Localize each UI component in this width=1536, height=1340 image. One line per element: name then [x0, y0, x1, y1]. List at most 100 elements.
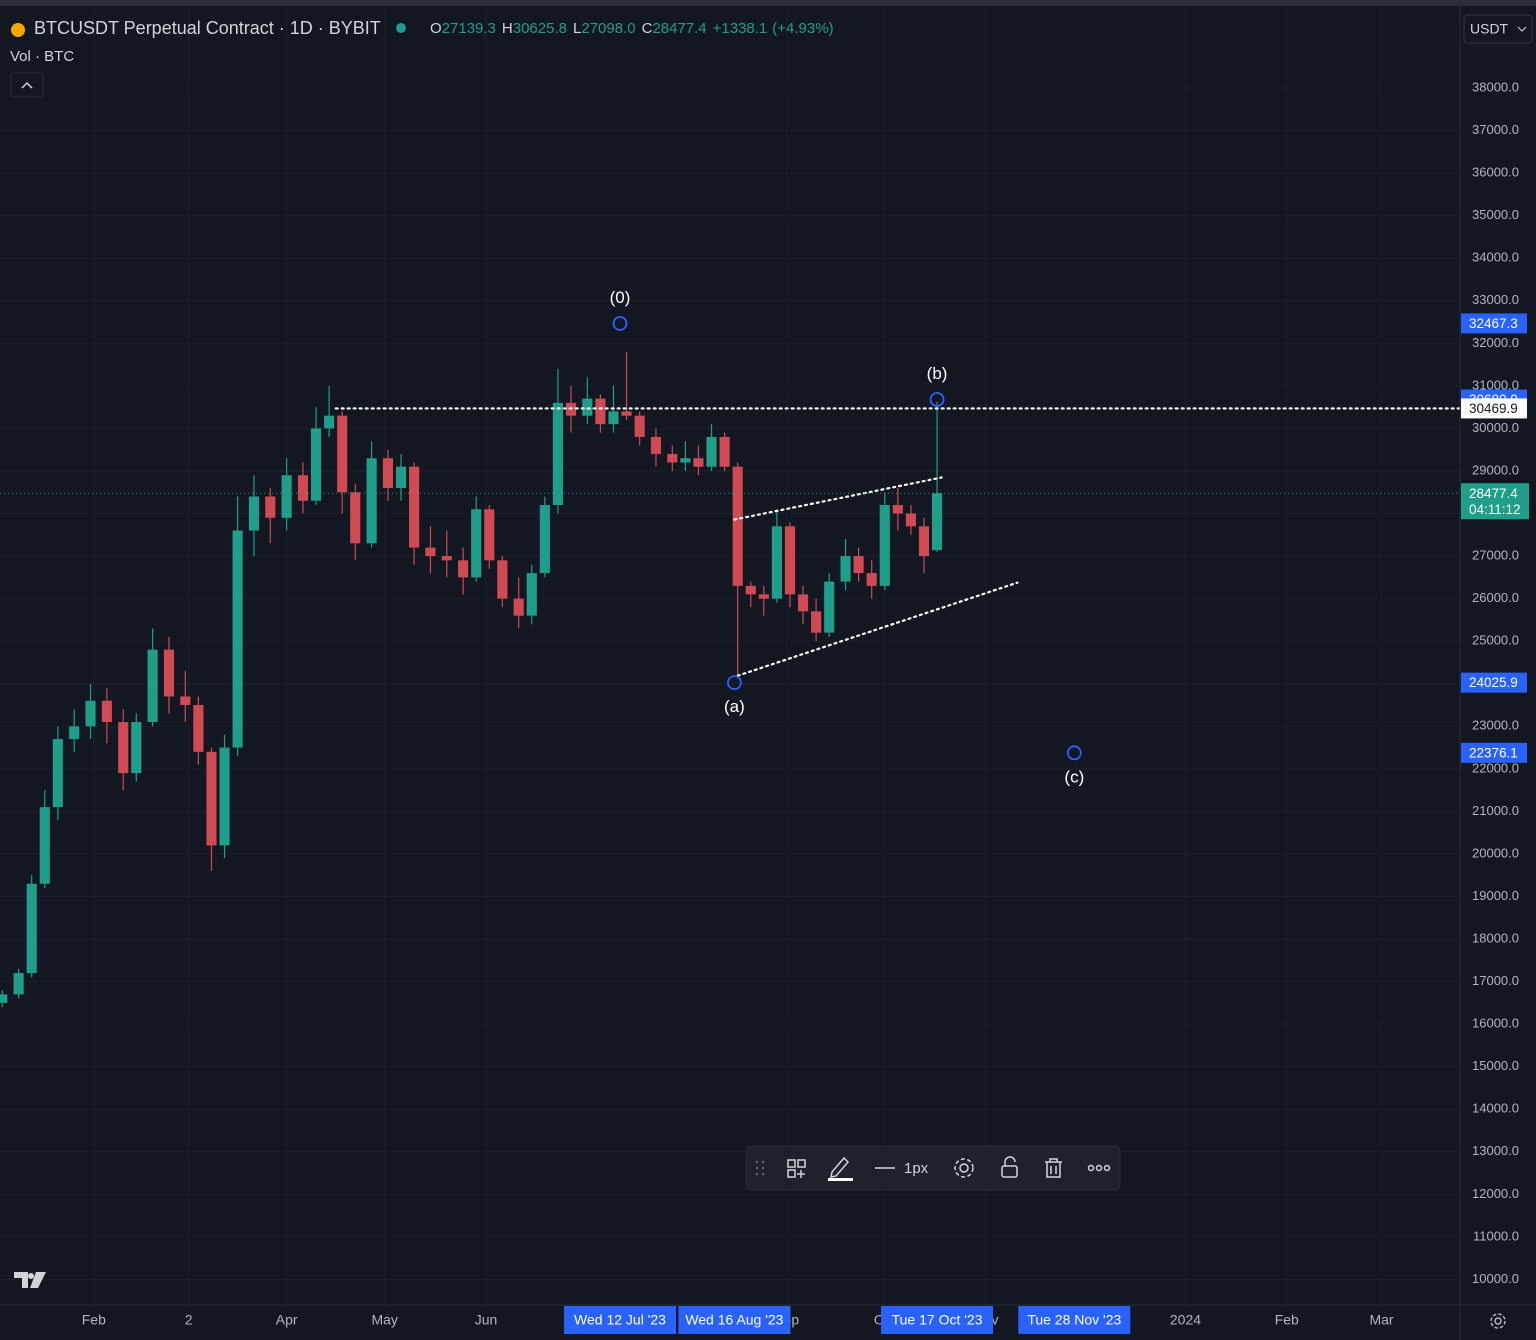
y-tick-label: 26000.0: [1472, 590, 1519, 605]
candle-body: [350, 492, 361, 544]
candle-body: [425, 547, 436, 557]
price-label-box: [1461, 672, 1527, 693]
candle-body: [621, 411, 632, 416]
candle-body: [840, 556, 851, 582]
candle-body: [26, 883, 37, 974]
candle-body: [206, 751, 217, 846]
level-label-box: [1461, 398, 1527, 419]
y-tick-label: 16000.0: [1472, 1016, 1519, 1031]
date-label-box: [564, 1306, 677, 1334]
currency-caret: [1517, 26, 1527, 32]
y-tick-label: 35000.0: [1472, 207, 1519, 222]
wave-point: [727, 675, 742, 691]
change: +1338.1: [713, 20, 768, 37]
candle-body: [85, 700, 96, 727]
candle-body: [219, 747, 230, 846]
candle-body: [905, 513, 916, 527]
templates-button[interactable]: [787, 1159, 806, 1178]
candle-body: [248, 496, 260, 531]
x-tick-label: Feb: [82, 1312, 106, 1328]
candle-body: [918, 526, 930, 557]
price-label-box: [1461, 313, 1527, 334]
y-tick-label: 22000.0: [1472, 760, 1519, 775]
candle-body: [52, 739, 63, 808]
x-tick-label: 2: [185, 1312, 193, 1328]
candle-body: [281, 475, 292, 518]
y-tick-label: 33000.0: [1472, 292, 1519, 307]
lock-button[interactable]: [1001, 1156, 1018, 1178]
ohlc-key: H: [502, 20, 513, 37]
candle-body: [824, 581, 835, 633]
ohlc-legend: O27139.3 H30625.8 L27098.0 C28477.4 +1338.1(…: [430, 20, 834, 37]
candle-body: [608, 411, 619, 425]
candle-body: [180, 696, 191, 706]
candle-body: [582, 398, 593, 416]
ohlc-value: 27139.3: [442, 20, 496, 37]
y-tick-label: 37000.0: [1472, 122, 1519, 137]
candle-body: [931, 493, 943, 551]
wave-point: [929, 392, 945, 407]
y-tick-label: 38000.0: [1472, 79, 1519, 94]
toolbar-panel: [745, 1145, 1121, 1191]
wave-label: (0): [610, 288, 631, 307]
date-label-box: [678, 1306, 791, 1334]
candle-body: [265, 496, 276, 518]
candle-body: [784, 526, 796, 595]
trend-line: [736, 581, 1019, 677]
candle-body: [147, 649, 158, 723]
y-tick-label: 15000.0: [1472, 1058, 1519, 1073]
trend-line: [733, 476, 943, 521]
currency-select[interactable]: [1463, 14, 1533, 44]
candle-body: [811, 611, 822, 633]
drag-handle[interactable]: [755, 1160, 765, 1176]
market-status: [396, 23, 406, 33]
candle-body: [706, 436, 717, 467]
drawing-toolbar: 1px: [745, 1145, 1121, 1191]
candle-body: [719, 436, 730, 467]
settings-icon[interactable]: [1490, 1313, 1506, 1329]
candle-body: [0, 994, 8, 1003]
y-tick-label: 21000.0: [1472, 803, 1519, 818]
y-tick-label: 29000.0: [1472, 462, 1519, 477]
ohlc-key: O: [430, 20, 442, 37]
color-button[interactable]: [828, 1156, 853, 1181]
y-tick-label: 34000.0: [1472, 250, 1519, 265]
y-tick-label: 18000.0: [1472, 930, 1519, 945]
header: BTCUSDT Perpetual Contract · 1D · BYBIT …: [10, 14, 1533, 98]
ohlc-value: 27098.0: [581, 20, 635, 37]
wave-point: [612, 316, 628, 331]
y-tick-label: 27000.0: [1472, 548, 1519, 563]
candle-body: [441, 556, 452, 561]
candle-body: [513, 598, 524, 616]
y-tick-label: 25000.0: [1472, 633, 1519, 648]
candle-body: [758, 594, 769, 599]
candle-body: [409, 466, 420, 548]
candle-body: [892, 505, 903, 514]
y-tick-label: 14000.0: [1472, 1101, 1519, 1116]
delete-button[interactable]: [1045, 1158, 1062, 1178]
candle-body: [497, 560, 508, 599]
candle-body: [693, 458, 704, 467]
y-tick-label: 31000.0: [1472, 377, 1519, 392]
candle-body: [39, 807, 50, 884]
candle-body: [771, 526, 782, 599]
y-tick-label: 13000.0: [1472, 1143, 1519, 1158]
candle-body: [853, 556, 864, 574]
collapse-button[interactable]: [10, 72, 44, 98]
more-button[interactable]: [1087, 1164, 1111, 1172]
y-tick-label: 36000.0: [1472, 165, 1519, 180]
wave-point: [1066, 745, 1082, 761]
y-tick-label: 19000.0: [1472, 888, 1519, 903]
candle-body: [118, 722, 129, 774]
y-tick-label: 10000.0: [1472, 1271, 1519, 1286]
candle-body: [539, 505, 550, 574]
wave-label: (a): [724, 697, 745, 716]
candle-body: [366, 458, 377, 544]
line-width[interactable]: 1px: [904, 1160, 929, 1177]
candle-body: [732, 466, 743, 586]
candle-body: [297, 475, 309, 501]
price-label: 24025.9: [1469, 675, 1518, 690]
wave-label: (c): [1064, 767, 1084, 786]
y-tick-label: 30000.0: [1472, 420, 1519, 435]
settings-button[interactable]: [954, 1158, 974, 1178]
